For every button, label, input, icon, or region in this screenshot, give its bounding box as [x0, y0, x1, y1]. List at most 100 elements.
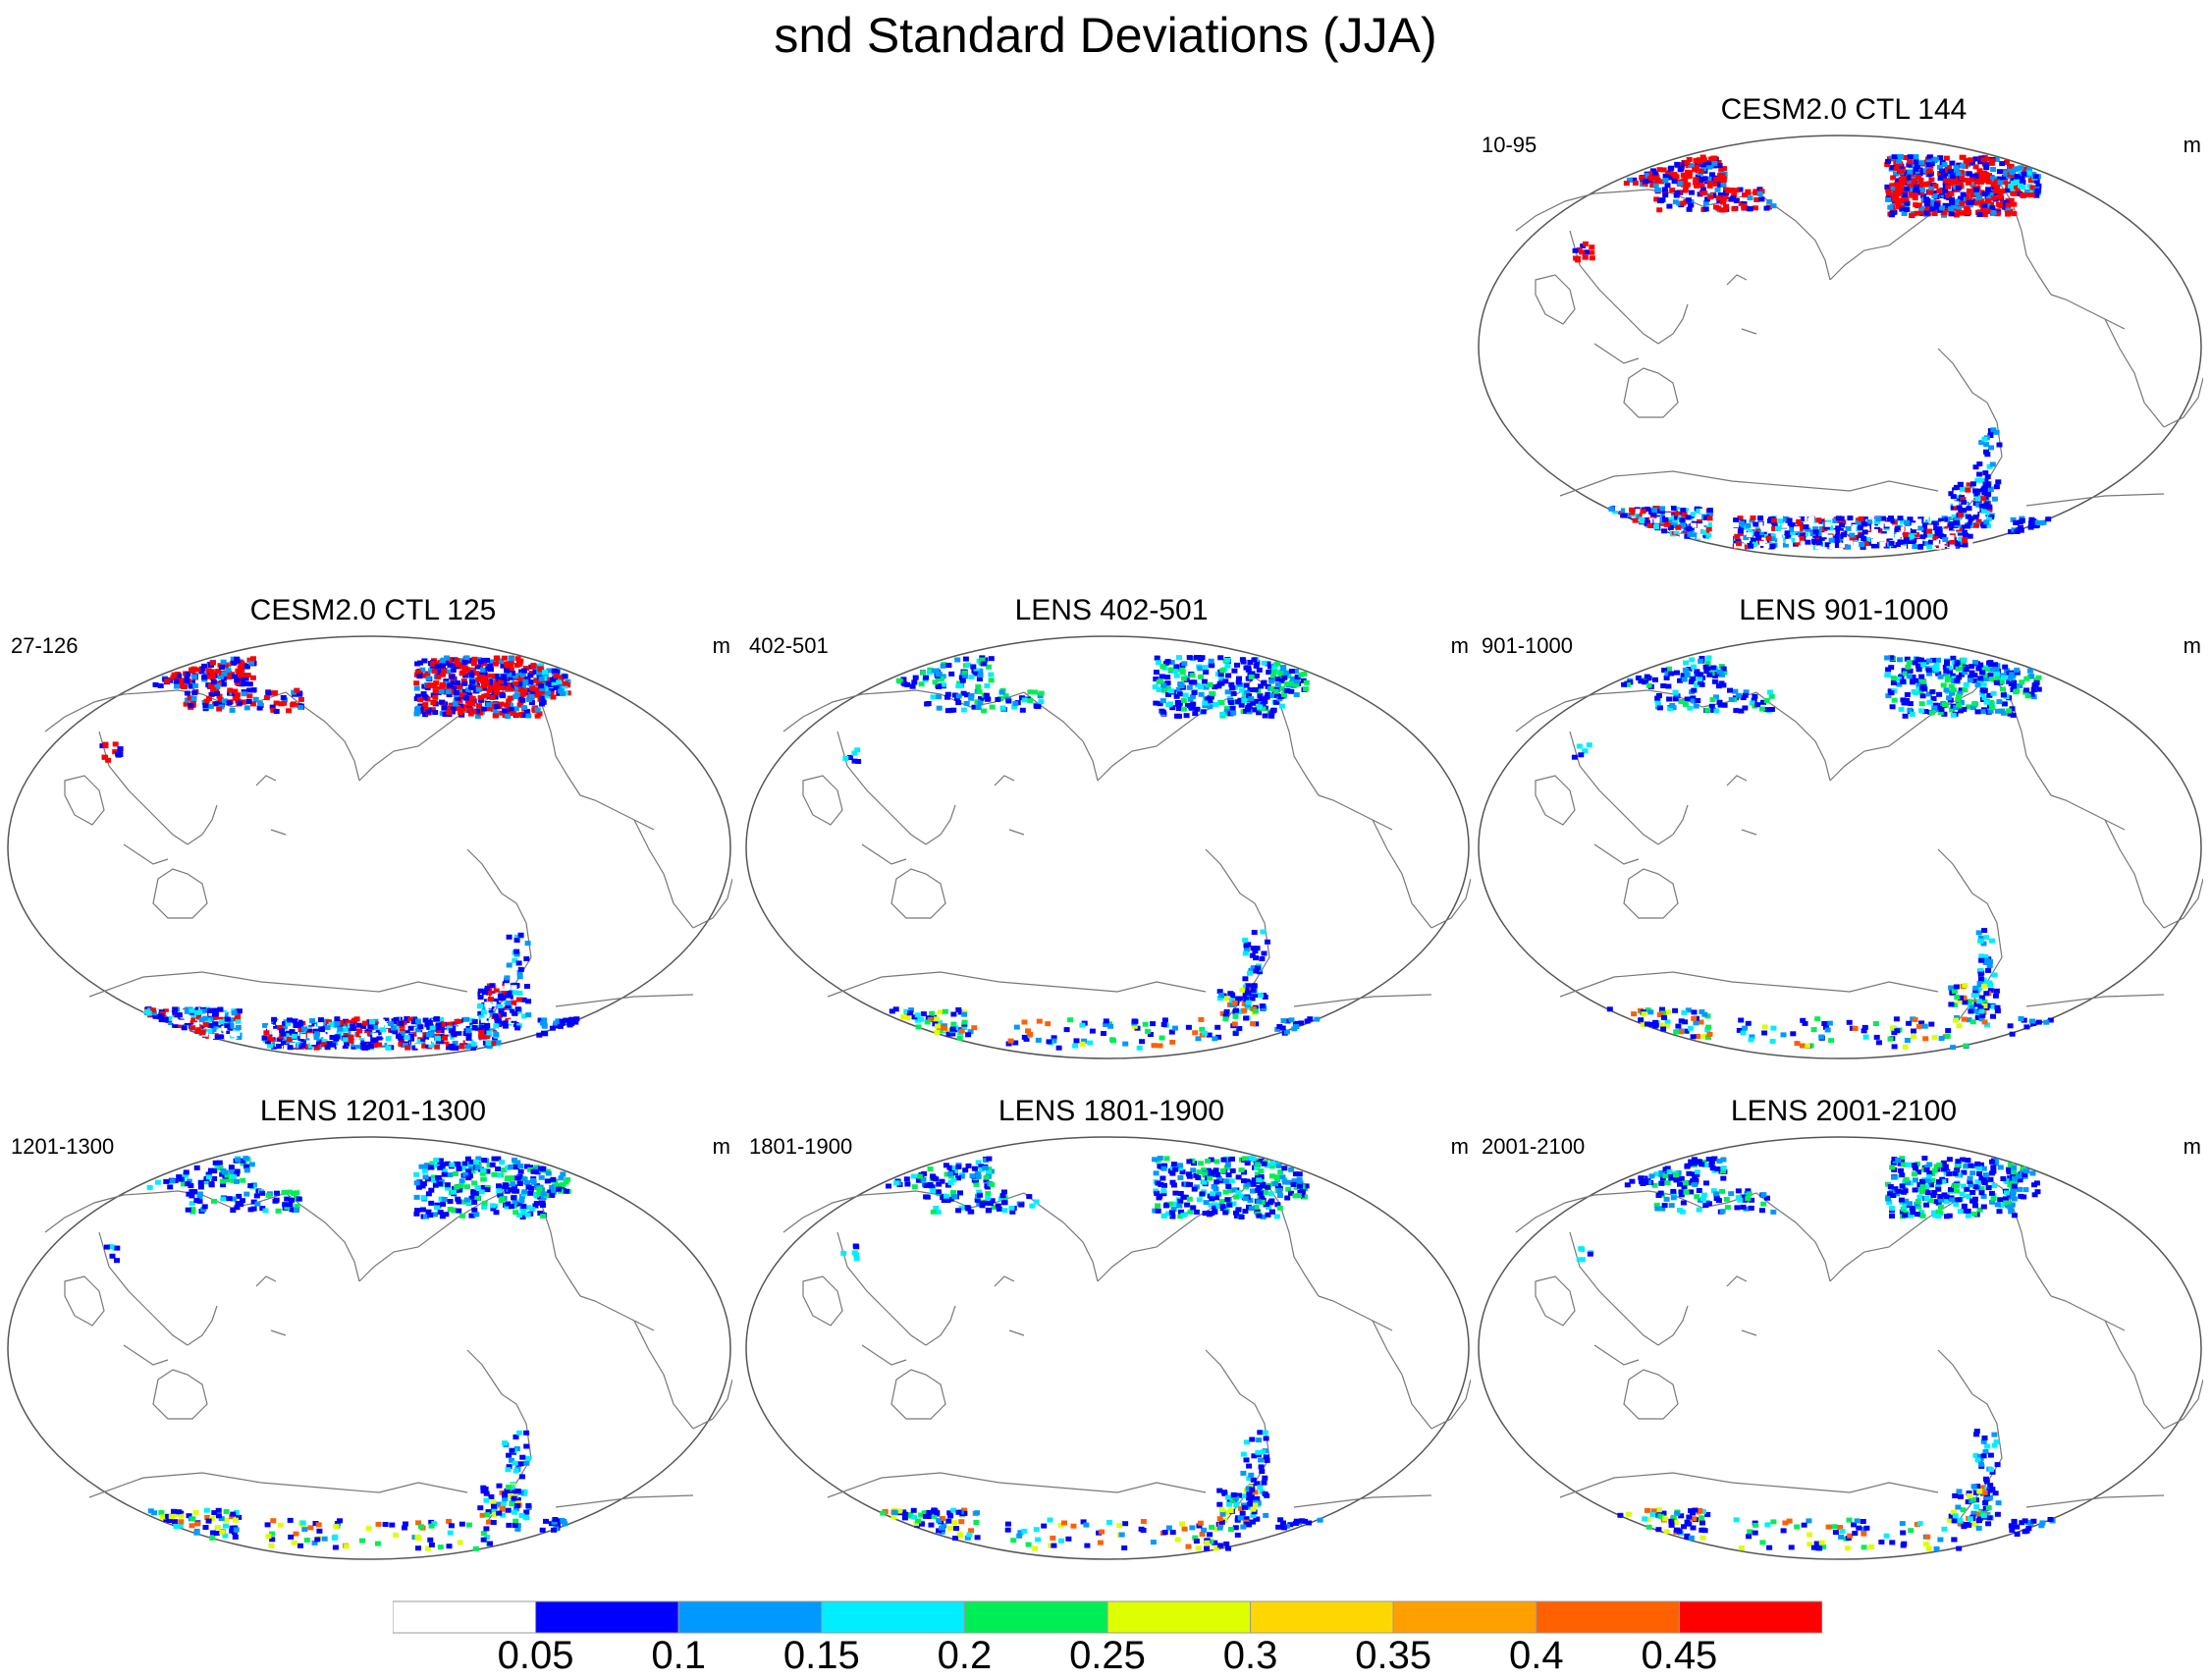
- snow-cell: [489, 983, 496, 989]
- snow-cell: [1915, 175, 1921, 180]
- snow-cell: [1765, 535, 1772, 541]
- snow-cell: [1681, 512, 1688, 517]
- snow-cell: [1582, 241, 1589, 246]
- snow-cell: [1888, 690, 1895, 696]
- snow-cell: [1866, 519, 1873, 525]
- alaska-snow: [1654, 687, 1775, 714]
- snow-cell: [493, 687, 500, 693]
- snow-cell: [2023, 189, 2030, 194]
- snow-cell: [337, 1026, 344, 1032]
- snow-cell: [216, 693, 223, 699]
- snow-cell: [1983, 449, 1989, 455]
- snow-cell: [498, 1008, 505, 1013]
- snow-cell: [1811, 538, 1818, 544]
- snow-cell: [376, 1042, 383, 1048]
- snow-cell: [1245, 1000, 1252, 1005]
- snow-cell: [2012, 167, 2019, 173]
- snow-cell: [984, 682, 991, 688]
- snow-cell: [1975, 930, 1982, 936]
- snow-cell: [1662, 173, 1669, 179]
- snow-cell: [420, 691, 427, 697]
- snow-cell: [1985, 209, 1992, 214]
- snow-cell: [442, 712, 449, 717]
- snow-cell: [1778, 529, 1785, 535]
- snow-cell: [235, 1014, 242, 1020]
- snow-cell: [1974, 496, 1981, 502]
- snow-cell: [415, 1043, 422, 1049]
- snow-cell: [301, 1026, 308, 1032]
- snow-cell: [235, 1018, 242, 1024]
- snow-cell: [176, 673, 183, 678]
- snow-cell: [925, 701, 932, 706]
- snow-cell: [1288, 688, 1295, 694]
- snow-cell: [1284, 1018, 1291, 1024]
- snow-cell: [2027, 524, 2034, 530]
- snow-cell: [1697, 533, 1703, 539]
- snow-cell: [235, 1025, 242, 1030]
- snow-cell: [1150, 1021, 1156, 1027]
- snow-cell: [1266, 670, 1272, 676]
- snow-cell: [334, 1034, 341, 1040]
- snow-cell: [506, 698, 512, 704]
- snow-cell: [261, 1035, 268, 1041]
- snow-cell: [172, 1006, 179, 1012]
- siberia-snow: [1621, 655, 1728, 689]
- snow-cell: [420, 1043, 427, 1049]
- snow-cell: [1956, 702, 1963, 708]
- snow-cell: [516, 970, 523, 976]
- snow-cell: [1671, 179, 1678, 185]
- snow-cell: [1972, 176, 1979, 182]
- snow-cell: [1908, 544, 1914, 549]
- snow-cell: [470, 1042, 477, 1047]
- snow-cell: [1571, 754, 1578, 760]
- snow-cell: [1198, 1016, 1205, 1022]
- snow-cell: [944, 691, 951, 697]
- snow-cell: [486, 999, 493, 1004]
- snow-cell: [1660, 683, 1667, 688]
- snow-cell: [1685, 515, 1692, 520]
- snow-cell: [435, 1022, 442, 1028]
- snow-cell: [1224, 657, 1231, 663]
- snow-cell: [1260, 702, 1267, 707]
- snow-cell: [1159, 674, 1165, 679]
- snow-cell: [1169, 1039, 1176, 1045]
- snow-cell: [250, 701, 256, 707]
- snow-cell: [189, 1007, 195, 1013]
- snow-cell: [117, 746, 124, 752]
- snow-cell: [1888, 655, 1895, 661]
- snow-cell: [1974, 1015, 1981, 1021]
- snow-cell: [1813, 535, 1820, 541]
- snow-cell: [455, 695, 461, 701]
- snow-cell: [494, 704, 501, 710]
- snow-cell: [1737, 530, 1744, 536]
- snow-cell: [1950, 505, 1957, 511]
- map-panel-ctl-144: CESM2.0 CTL 144 10-95 m: [1477, 93, 2211, 604]
- snow-cell: [1685, 1007, 1692, 1013]
- snow-cell: [1680, 178, 1687, 184]
- snow-cell: [214, 682, 221, 688]
- snow-cell: [1288, 1017, 1295, 1023]
- snow-cell: [1884, 673, 1891, 678]
- snow-cell: [225, 668, 232, 674]
- snow-cell: [1007, 1038, 1014, 1044]
- snow-cell: [1682, 667, 1689, 673]
- snow-cell: [484, 1034, 491, 1040]
- snow-cell: [516, 990, 523, 996]
- snow-cell: [1891, 186, 1898, 191]
- antarctic-west-snow: [1606, 1006, 1713, 1040]
- snow-cell: [2022, 166, 2028, 172]
- snow-cell: [493, 655, 500, 661]
- snow-cell: [1680, 673, 1687, 678]
- snow-cell: [1694, 162, 1700, 168]
- snow-cell: [1912, 195, 1918, 201]
- snow-cell: [965, 662, 971, 668]
- snow-cell: [404, 1016, 410, 1022]
- snow-cell: [977, 668, 984, 674]
- snow-cell: [1737, 515, 1744, 521]
- snow-cell: [1990, 182, 1997, 188]
- snow-cell: [516, 974, 523, 980]
- snow-cell: [1922, 522, 1929, 528]
- snow-cell: [1073, 1038, 1080, 1044]
- snow-cell: [462, 688, 468, 694]
- snow-cell: [413, 680, 420, 686]
